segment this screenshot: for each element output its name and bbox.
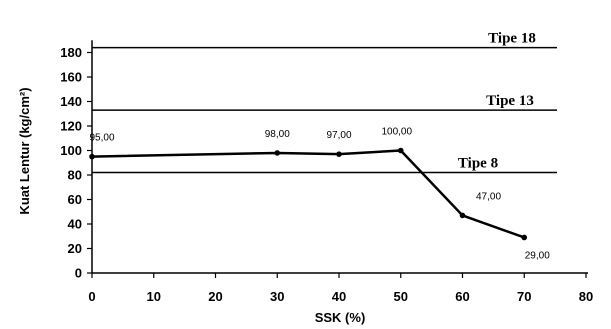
data-point (521, 234, 528, 241)
y-tick-label: 80 (68, 168, 82, 183)
y-tick-label: 0 (75, 266, 82, 281)
x-tick-label: 70 (517, 289, 531, 304)
x-tick-label: 60 (455, 289, 469, 304)
axes: 0 10 20 30 40 50 60 70 80 0 20 40 60 80 100 120 140 160 18… (60, 40, 593, 304)
y-tick-label: 100 (60, 143, 82, 158)
data-point (89, 153, 95, 160)
x-tick-label: 30 (270, 289, 284, 304)
series (89, 147, 528, 241)
x-tick-label: 50 (394, 289, 408, 304)
x-tick-label: 40 (332, 289, 346, 304)
data-label: 47,00 (476, 191, 501, 202)
x-tick-label: 80 (579, 289, 593, 304)
y-tick-label: 20 (68, 241, 82, 256)
data-point (459, 212, 466, 219)
y-tick-label: 140 (60, 94, 82, 109)
x-tick-label: 0 (88, 289, 95, 304)
data-label: 29,00 (525, 250, 550, 261)
data-labels: 95,00 98,00 97,00 100,00 47,00 29,00 (89, 127, 550, 262)
reference-line-label: Tipe 13 (486, 93, 534, 109)
y-axis-title: Kuat Lentur (kg/cm²) (17, 87, 32, 214)
y-tick-label: 60 (68, 192, 82, 207)
data-label: 97,00 (326, 130, 351, 141)
data-label: 100,00 (381, 127, 412, 138)
series-line (91, 149, 525, 239)
reference-line-label: Tipe 8 (458, 156, 498, 172)
reference-line-label: Tipe 18 (488, 31, 536, 47)
x-tick-label: 10 (147, 289, 161, 304)
data-point (336, 151, 342, 157)
data-label: 95,00 (89, 133, 114, 144)
x-axis-title: SSK (%) (315, 310, 366, 325)
y-tick-label: 160 (60, 70, 82, 85)
y-tick-label: 40 (68, 217, 82, 232)
reference-lines: Tipe 18 Tipe 13 Tipe 8 (92, 31, 557, 174)
y-tick-label: 180 (60, 45, 82, 60)
data-point (274, 150, 281, 156)
y-tick-label: 120 (60, 119, 82, 134)
x-tick-label: 20 (208, 289, 222, 304)
data-label: 98,00 (265, 129, 290, 140)
data-point (397, 147, 404, 154)
